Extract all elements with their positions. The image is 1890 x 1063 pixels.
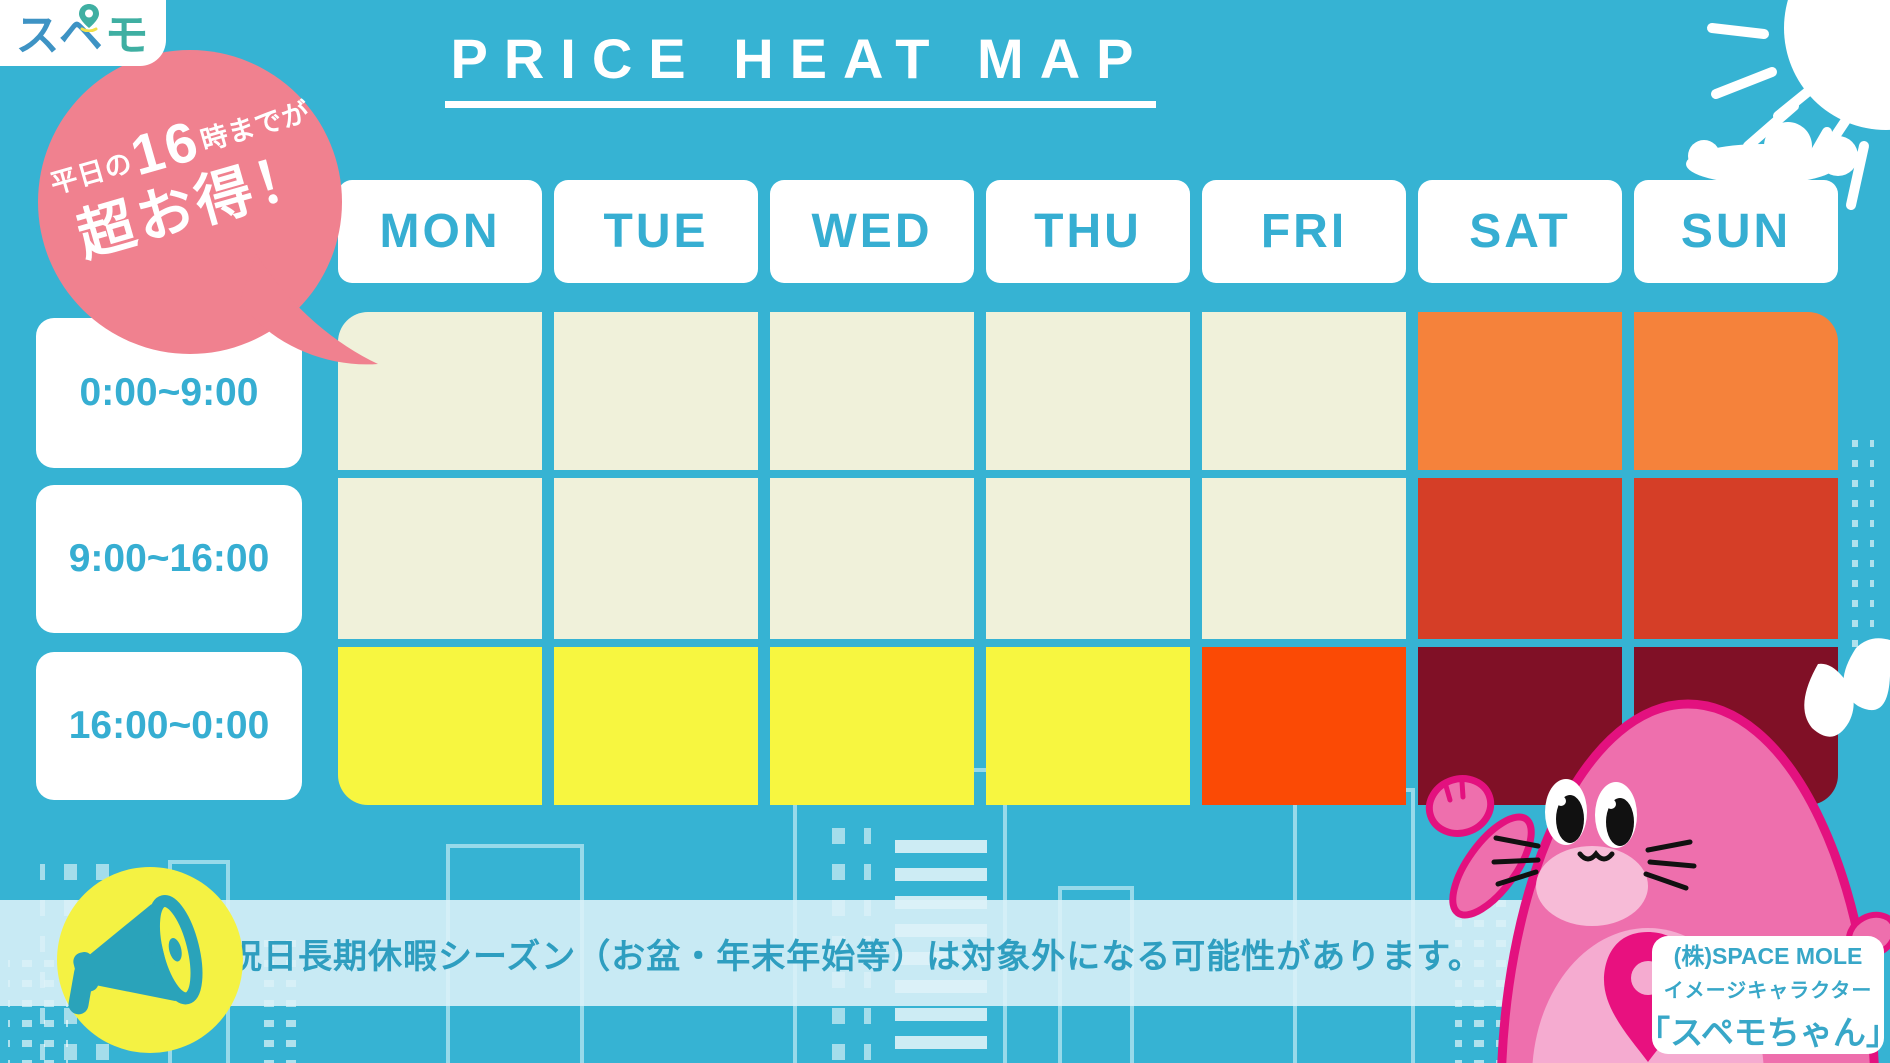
heatmap-cell-tue-1 [554, 478, 758, 639]
heatmap-cell-mon-2 [338, 647, 542, 805]
page-title: PRICE HEAT MAP [444, 26, 1156, 108]
time-label-0: 0:00~9:00 [36, 318, 302, 468]
heatmap-grid [338, 312, 1838, 805]
heatmap-cell-tue-0 [554, 312, 758, 470]
credit-character-name: 「スペモちゃん」 [1637, 1013, 1890, 1051]
heatmap-cell-sat-2 [1418, 647, 1622, 805]
day-header-tue: TUE [554, 180, 758, 283]
page-title-wrap: PRICE HEAT MAP [420, 26, 1180, 108]
heatmap-cell-tue-2 [554, 647, 758, 805]
heatmap-cell-mon-1 [338, 478, 542, 639]
logo-badge: スヘモ [0, 0, 166, 66]
credit-company: (株)SPACE MOLE [1673, 942, 1863, 969]
logo-text: スヘモ [15, 11, 151, 60]
time-label-1: 9:00~16:00 [36, 485, 302, 633]
heatmap-cell-thu-2 [986, 647, 1190, 805]
heatmap-cell-thu-0 [986, 312, 1190, 470]
promo-bubble-tail [240, 254, 378, 365]
logo-pin-icon [79, 4, 99, 32]
time-label-2: 16:00~0:00 [36, 652, 302, 800]
heatmap-cell-wed-2 [770, 647, 974, 805]
credit-box: (株)SPACE MOLE イメージキャラクター 「スペモちゃん」 [1637, 936, 1890, 1054]
heatmap-cell-wed-0 [770, 312, 974, 470]
heatmap-cell-sun-0 [1634, 312, 1838, 470]
heatmap-cell-fri-1 [1202, 478, 1406, 639]
day-header-wed: WED [770, 180, 974, 283]
note-text: 祝日長期休暇シーズン（お盆・年末年始等）は対象外になる可能性があります。 [228, 937, 1483, 976]
day-header-row: MON TUE WED THU FRI SAT SUN [338, 180, 1838, 283]
day-header-sat: SAT [1418, 180, 1622, 283]
credit-role: イメージキャラクター [1663, 979, 1873, 1002]
day-header-mon: MON [338, 180, 542, 283]
heatmap-cell-sat-0 [1418, 312, 1622, 470]
day-header-thu: THU [986, 180, 1190, 283]
day-header-sun: SUN [1634, 180, 1838, 283]
heatmap-cell-sat-1 [1418, 478, 1622, 639]
heatmap-cell-sun-1 [1634, 478, 1838, 639]
heatmap-cell-sun-2 [1634, 647, 1838, 805]
note-strip [0, 900, 1572, 1006]
heatmap-cell-fri-0 [1202, 312, 1406, 470]
day-header-fri: FRI [1202, 180, 1406, 283]
heatmap-cell-thu-1 [986, 478, 1190, 639]
heatmap-cell-wed-1 [770, 478, 974, 639]
heatmap-cell-mon-0 [338, 312, 542, 470]
heatmap-cell-fri-2 [1202, 647, 1406, 805]
